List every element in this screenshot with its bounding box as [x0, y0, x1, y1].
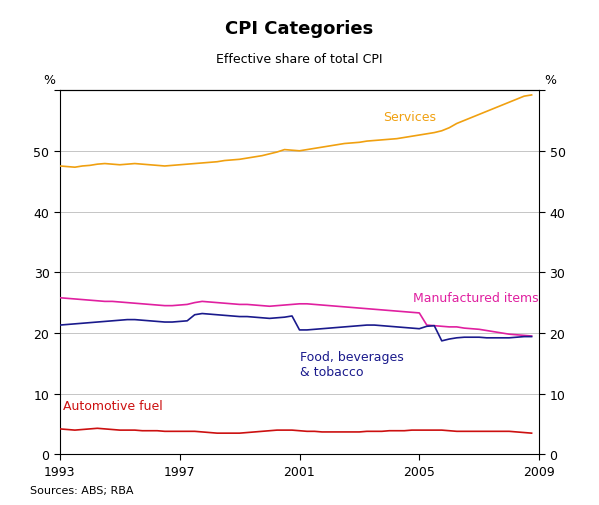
Text: Manufactured items: Manufactured items: [413, 291, 539, 304]
Text: Effective share of total CPI: Effective share of total CPI: [216, 53, 383, 66]
Text: Food, beverages
& tobacco: Food, beverages & tobacco: [300, 350, 403, 378]
Text: %: %: [43, 74, 55, 87]
Text: CPI Categories: CPI Categories: [225, 20, 374, 38]
Text: Sources: ABS; RBA: Sources: ABS; RBA: [30, 485, 134, 495]
Text: Services: Services: [383, 111, 436, 124]
Text: %: %: [544, 74, 556, 87]
Text: Automotive fuel: Automotive fuel: [63, 399, 163, 412]
